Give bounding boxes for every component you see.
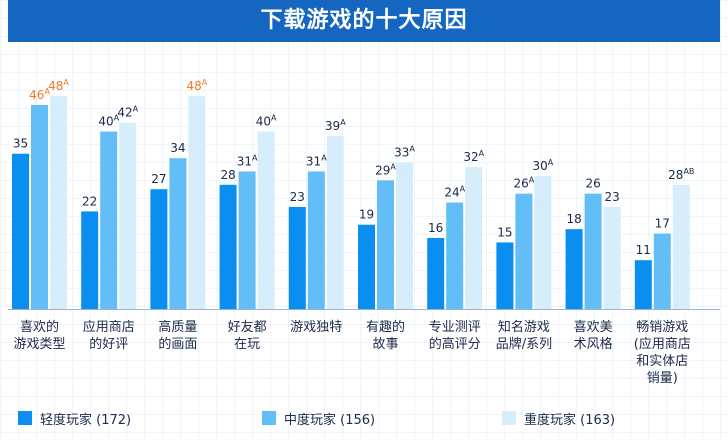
value-label-light-5: 19 bbox=[359, 208, 374, 222]
category-label-8-0: 喜欢美 bbox=[574, 320, 613, 335]
bar-light-3 bbox=[219, 184, 237, 309]
value-label-medium-0: 46A bbox=[29, 87, 50, 102]
category-label-1-0: 应用商店 bbox=[83, 319, 135, 335]
bar-heavy-1 bbox=[119, 122, 137, 309]
category-label-9-3: 销量) bbox=[647, 371, 678, 386]
bar-heavy-4 bbox=[326, 135, 344, 309]
legend-label-medium: 中度玩家 (156) bbox=[284, 412, 376, 428]
chart-title: 下载游戏的十大原因 bbox=[8, 0, 720, 42]
category-label-1-1: 的好评 bbox=[89, 336, 128, 352]
bar-medium-7 bbox=[515, 193, 533, 309]
category-label-9-2: 和实体店 bbox=[636, 354, 688, 369]
category-label-5-1: 故事 bbox=[372, 337, 398, 352]
bar-medium-0 bbox=[31, 104, 48, 309]
bar-heavy-3 bbox=[257, 131, 275, 309]
value-label-light-1: 22 bbox=[82, 194, 97, 208]
bar-medium-9 bbox=[653, 233, 671, 309]
value-label-light-7: 15 bbox=[497, 225, 512, 239]
value-label-heavy-9: 28AB bbox=[668, 167, 694, 182]
value-label-light-3: 28 bbox=[220, 168, 235, 182]
category-label-6-0: 专业测评 bbox=[429, 320, 481, 335]
bar-light-2 bbox=[150, 189, 168, 309]
bar-medium-6 bbox=[446, 202, 464, 309]
value-label-medium-8: 26 bbox=[585, 177, 600, 191]
value-label-heavy-7: 30A bbox=[533, 158, 554, 173]
bar-light-0 bbox=[12, 153, 29, 309]
category-label-7-1: 品牌/系列 bbox=[496, 336, 552, 352]
bar-light-9 bbox=[634, 260, 652, 309]
bar-heavy-0 bbox=[50, 96, 67, 310]
value-label-light-4: 23 bbox=[290, 190, 305, 204]
bar-medium-2 bbox=[169, 158, 187, 309]
value-label-medium-4: 31A bbox=[306, 153, 327, 168]
bar-light-6 bbox=[427, 238, 445, 309]
bar-medium-5 bbox=[377, 180, 394, 309]
value-label-heavy-0: 48A bbox=[48, 78, 69, 93]
value-label-medium-5: 29A bbox=[375, 162, 396, 177]
legend-label-light: 轻度玩家 (172) bbox=[40, 412, 132, 428]
value-label-heavy-8: 23 bbox=[604, 190, 619, 204]
value-label-medium-2: 34 bbox=[170, 141, 185, 155]
bar-medium-4 bbox=[307, 171, 325, 309]
value-label-medium-7: 26A bbox=[514, 176, 535, 191]
bar-heavy-8 bbox=[603, 206, 621, 309]
category-label-0-1: 游戏类型 bbox=[13, 337, 65, 352]
value-label-heavy-4: 39A bbox=[325, 118, 346, 133]
value-label-heavy-5: 33A bbox=[394, 145, 415, 160]
value-label-medium-6: 24A bbox=[444, 185, 465, 200]
value-label-heavy-3: 40A bbox=[256, 114, 277, 129]
legend-item-medium: 中度玩家 (156) bbox=[262, 408, 375, 428]
category-label-3-0: 好友都 bbox=[228, 319, 267, 335]
category-label-3-1: 在玩 bbox=[234, 337, 260, 352]
value-label-light-2: 27 bbox=[151, 172, 166, 186]
bar-heavy-6 bbox=[465, 167, 483, 309]
category-label-2-1: 的画面 bbox=[158, 336, 197, 352]
legend-swatch-medium bbox=[262, 411, 276, 425]
bar-heavy-2 bbox=[188, 96, 206, 310]
bar-light-1 bbox=[81, 211, 99, 309]
bar-heavy-5 bbox=[396, 162, 413, 309]
category-label-9-0: 畅销游戏 bbox=[636, 320, 688, 335]
bar-heavy-9 bbox=[672, 184, 690, 309]
bar-light-4 bbox=[288, 206, 306, 309]
value-label-light-9: 11 bbox=[636, 243, 651, 257]
category-label-7-0: 知名游戏 bbox=[498, 319, 550, 335]
legend-swatch-heavy bbox=[502, 411, 516, 425]
category-label-6-1: 的高评分 bbox=[429, 336, 481, 352]
category-label-5-0: 有趣的 bbox=[366, 319, 405, 335]
category-label-9-1: (应用商店 bbox=[634, 336, 691, 352]
category-label-2-0: 高质量 bbox=[158, 319, 197, 335]
bar-light-5 bbox=[358, 224, 375, 309]
bar-heavy-7 bbox=[534, 175, 552, 309]
value-label-heavy-6: 32A bbox=[463, 149, 484, 164]
value-label-heavy-1: 42A bbox=[117, 105, 138, 120]
value-label-medium-3: 31A bbox=[237, 153, 258, 168]
bar-medium-8 bbox=[584, 193, 602, 309]
value-label-medium-1: 40A bbox=[98, 114, 119, 129]
value-label-light-8: 18 bbox=[566, 212, 581, 226]
category-label-4-0: 游戏独特 bbox=[290, 320, 342, 335]
bar-light-8 bbox=[565, 229, 583, 309]
bar-light-7 bbox=[496, 242, 514, 309]
bar-medium-1 bbox=[100, 131, 118, 309]
legend-swatch-light bbox=[18, 411, 32, 425]
value-label-light-6: 16 bbox=[428, 221, 443, 235]
value-label-light-0: 35 bbox=[13, 137, 28, 151]
category-label-0-0: 喜欢的 bbox=[20, 319, 59, 335]
category-label-8-1: 术风格 bbox=[574, 336, 613, 352]
value-label-heavy-2: 48A bbox=[187, 78, 208, 93]
legend-item-light: 轻度玩家 (172) bbox=[18, 408, 131, 428]
legend-label-heavy: 重度玩家 (163) bbox=[524, 412, 616, 428]
bar-medium-3 bbox=[238, 171, 256, 309]
legend-item-heavy: 重度玩家 (163) bbox=[502, 408, 615, 428]
value-label-medium-9: 17 bbox=[655, 217, 670, 231]
